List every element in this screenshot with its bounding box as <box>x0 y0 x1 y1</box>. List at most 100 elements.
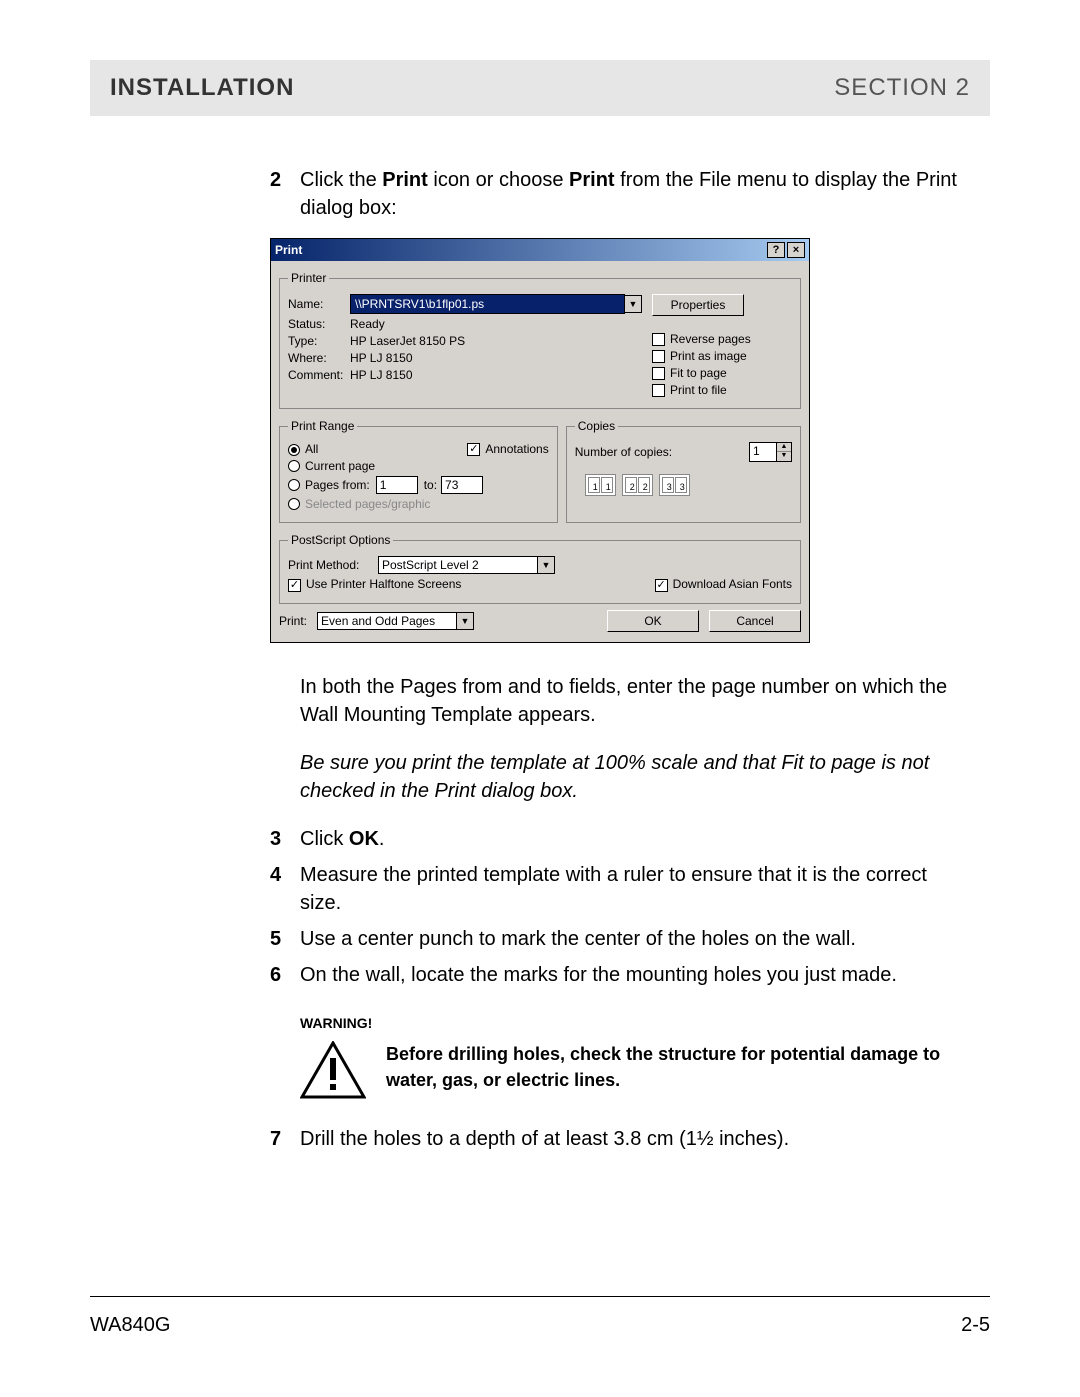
annotations-label: Annotations <box>485 442 548 456</box>
step-3: 3 Click OK. <box>270 825 970 853</box>
printer-name-dropdown[interactable]: \\PRNTSRV1\b1flp01.ps <box>350 294 625 314</box>
dialog-titlebar: Print ? × <box>271 239 809 261</box>
step-5: 5 Use a center punch to mark the center … <box>270 925 970 953</box>
step-4: 4 Measure the printed template with a ru… <box>270 861 970 917</box>
print-as-image-label: Print as image <box>670 349 747 363</box>
warning-icon <box>300 1041 366 1099</box>
fit-to-page-checkbox[interactable] <box>652 367 665 380</box>
print-mode-dropdown[interactable]: Even and Odd Pages▼ <box>317 612 474 630</box>
radio-all[interactable] <box>288 444 300 456</box>
step-text: Measure the printed template with a rule… <box>300 861 970 917</box>
warning-box: Before drilling holes, check the structu… <box>300 1041 970 1099</box>
print-dialog-figure: Print ? × Printer Name: \\PRNTSRV1\b <box>270 238 970 643</box>
print-dialog: Print ? × Printer Name: \\PRNTSRV1\b <box>270 238 810 643</box>
print-to-file-label: Print to file <box>670 383 727 397</box>
cancel-button[interactable]: Cancel <box>709 610 801 632</box>
step-2: 2 Click the Print icon or choose Print f… <box>270 166 970 222</box>
radio-all-label: All <box>305 442 318 456</box>
pages-from-input[interactable]: 1 <box>376 476 418 494</box>
reverse-pages-checkbox[interactable] <box>652 333 665 346</box>
dialog-title: Print <box>275 243 765 257</box>
copies-group: Copies Number of copies: 1 ▲▼ 11 22 <box>566 419 801 523</box>
note-pages-fields: In both the Pages from and to fields, en… <box>300 673 970 729</box>
spin-down-icon[interactable]: ▼ <box>777 452 791 461</box>
footer-rule <box>90 1296 990 1297</box>
status-label: Status: <box>288 317 350 331</box>
range-legend: Print Range <box>288 419 357 433</box>
header-section: SECTION 2 <box>834 74 970 102</box>
halftone-checkbox[interactable]: ✓ <box>288 579 301 592</box>
warning-label: WARNING! <box>300 1015 970 1031</box>
header-title: INSTALLATION <box>110 74 294 102</box>
copies-label: Number of copies: <box>575 445 672 459</box>
asian-fonts-label: Download Asian Fonts <box>673 577 792 591</box>
page-footer: WA840G 2-5 <box>90 1314 990 1337</box>
step-text: Click the Print icon or choose Print fro… <box>300 166 970 222</box>
warning-text: Before drilling holes, check the structu… <box>386 1041 970 1093</box>
dialog-body: Printer Name: \\PRNTSRV1\b1flp01.ps ▼ St… <box>271 261 809 642</box>
step-number: 7 <box>270 1125 300 1153</box>
postscript-group: PostScript Options Print Method: PostScr… <box>279 533 801 603</box>
content-area: 2 Click the Print icon or choose Print f… <box>90 166 990 1153</box>
ps-legend: PostScript Options <box>288 533 393 547</box>
step-number: 6 <box>270 961 300 989</box>
chevron-down-icon[interactable]: ▼ <box>537 556 555 574</box>
step-text: Drill the holes to a depth of at least 3… <box>300 1125 970 1153</box>
copies-input[interactable]: 1 <box>749 442 777 462</box>
step-text: Use a center punch to mark the center of… <box>300 925 970 953</box>
chevron-down-icon[interactable]: ▼ <box>624 295 642 313</box>
step-number: 5 <box>270 925 300 953</box>
copies-legend: Copies <box>575 419 618 433</box>
type-label: Type: <box>288 334 350 348</box>
note-scale: Be sure you print the template at 100% s… <box>300 749 970 805</box>
reverse-pages-label: Reverse pages <box>670 332 751 346</box>
where-value: HP LJ 8150 <box>350 351 642 365</box>
page-header: INSTALLATION SECTION 2 <box>90 60 990 116</box>
manual-page: INSTALLATION SECTION 2 2 Click the Print… <box>0 0 1080 1397</box>
footer-page: 2-5 <box>961 1314 990 1337</box>
type-value: HP LaserJet 8150 PS <box>350 334 642 348</box>
chevron-down-icon[interactable]: ▼ <box>456 612 474 630</box>
radio-selected <box>288 498 300 510</box>
step-text: On the wall, locate the marks for the mo… <box>300 961 970 989</box>
fit-to-page-label: Fit to page <box>670 366 727 380</box>
print-mode-label: Print: <box>279 614 307 628</box>
comment-value: HP LJ 8150 <box>350 368 642 382</box>
print-as-image-checkbox[interactable] <box>652 350 665 363</box>
annotations-checkbox[interactable]: ✓ <box>467 443 480 456</box>
print-range-group: Print Range All ✓ Annotations Current pag… <box>279 419 558 523</box>
copies-spinner[interactable]: 1 ▲▼ <box>749 442 792 462</box>
step-7: 7 Drill the holes to a depth of at least… <box>270 1125 970 1153</box>
step-number: 3 <box>270 825 300 853</box>
dialog-footer: Print: Even and Odd Pages▼ OK Cancel <box>279 610 801 632</box>
footer-model: WA840G <box>90 1314 170 1337</box>
radio-pages[interactable] <box>288 479 300 491</box>
radio-pages-label: Pages from: <box>305 478 370 492</box>
comment-label: Comment: <box>288 368 350 382</box>
radio-current[interactable] <box>288 460 300 472</box>
step-text: Click OK. <box>300 825 970 853</box>
name-label: Name: <box>288 297 350 311</box>
ps-method-label: Print Method: <box>288 558 378 572</box>
printer-legend: Printer <box>288 271 329 285</box>
radio-selected-label: Selected pages/graphic <box>305 497 430 511</box>
close-button[interactable]: × <box>787 242 805 258</box>
halftone-label: Use Printer Halftone Screens <box>306 577 461 591</box>
step-6: 6 On the wall, locate the marks for the … <box>270 961 970 989</box>
to-label: to: <box>424 478 437 492</box>
properties-button[interactable]: Properties <box>652 294 744 316</box>
where-label: Where: <box>288 351 350 365</box>
step-number: 2 <box>270 166 300 222</box>
spin-up-icon[interactable]: ▲ <box>777 443 791 452</box>
asian-fonts-checkbox[interactable]: ✓ <box>655 579 668 592</box>
step-number: 4 <box>270 861 300 917</box>
collate-preview: 11 22 33 <box>575 474 792 496</box>
radio-current-label: Current page <box>305 459 375 473</box>
ps-method-dropdown[interactable]: PostScript Level 2▼ <box>378 556 555 574</box>
printer-group: Printer Name: \\PRNTSRV1\b1flp01.ps ▼ St… <box>279 271 801 409</box>
help-button[interactable]: ? <box>767 242 785 258</box>
print-to-file-checkbox[interactable] <box>652 384 665 397</box>
status-value: Ready <box>350 317 642 331</box>
ok-button[interactable]: OK <box>607 610 699 632</box>
pages-to-input[interactable]: 73 <box>441 476 483 494</box>
